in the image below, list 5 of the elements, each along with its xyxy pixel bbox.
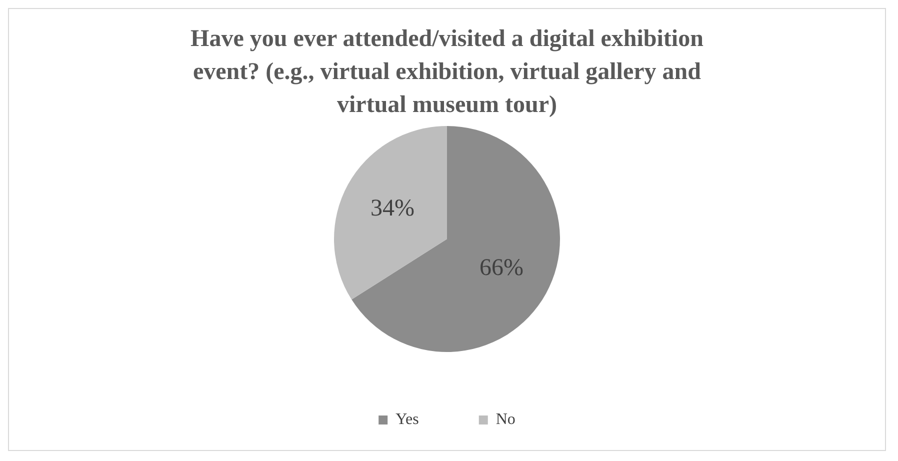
data-label: 34% (370, 195, 415, 222)
legend-label: Yes (396, 411, 419, 428)
data-label: 66% (479, 255, 524, 282)
chart-title: Have you ever attended/visited a digital exhibition event? (e.g., virtual exhibition, virtual gallery and virtual museum tour) (190, 25, 704, 120)
legend-label: No (496, 411, 516, 428)
